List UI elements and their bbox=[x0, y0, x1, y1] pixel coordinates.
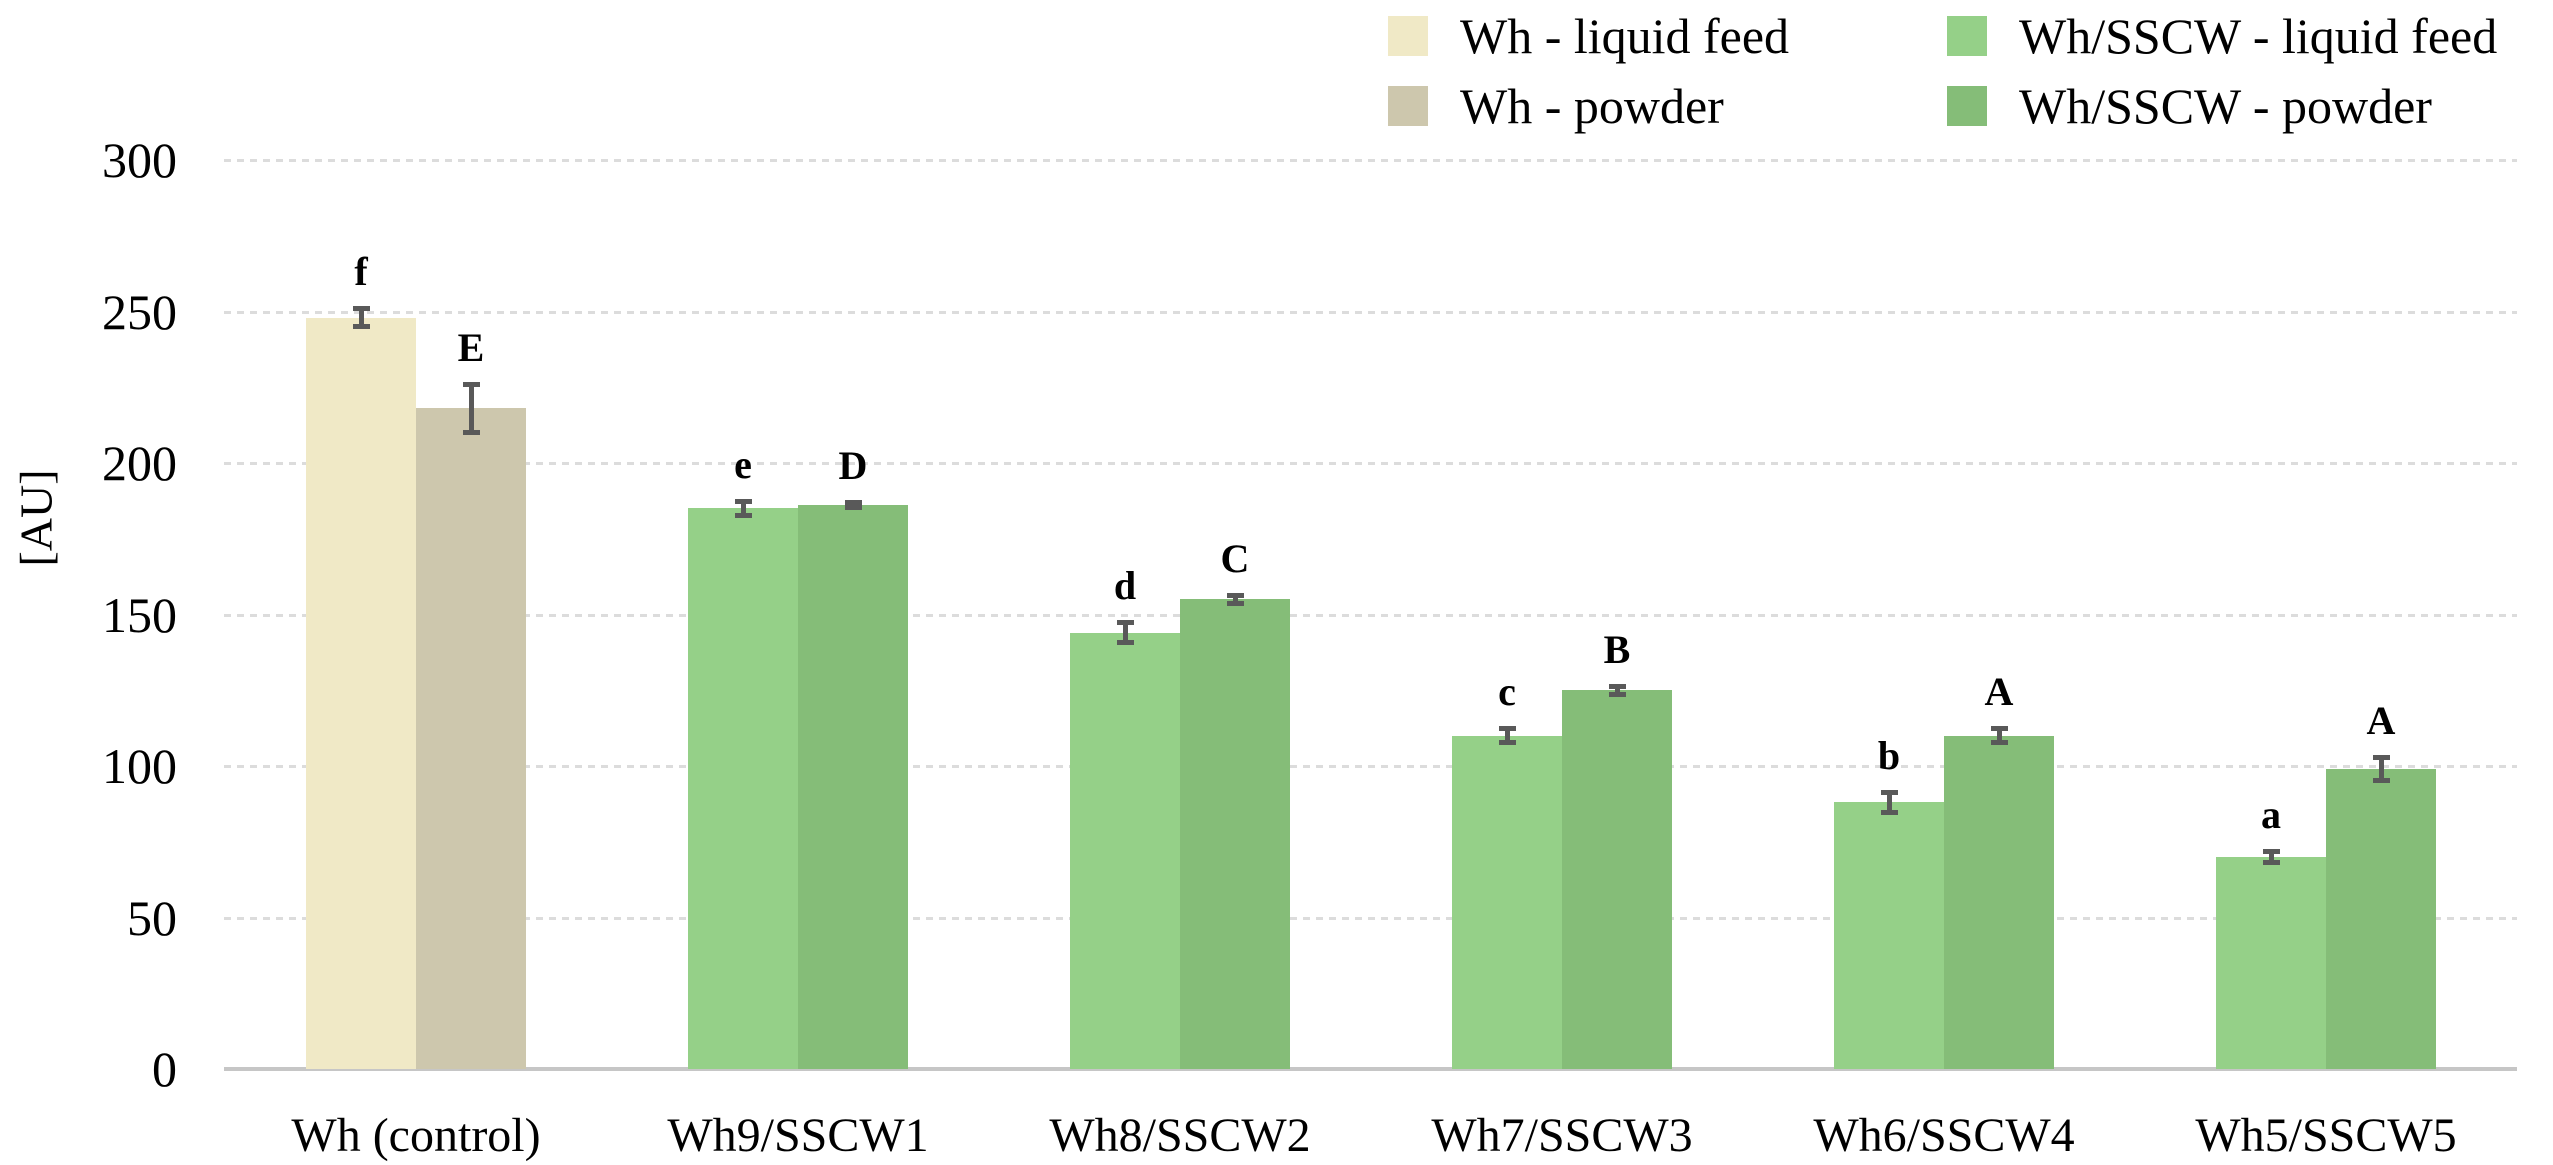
bar-liquid-feed bbox=[1452, 735, 1562, 1069]
legend-label: Wh - liquid feed bbox=[1460, 8, 1790, 64]
error-bar bbox=[1615, 685, 1620, 695]
x-category-label: Wh7/SSCW3 bbox=[1431, 1109, 1693, 1162]
legend-swatch bbox=[1947, 16, 1987, 56]
error-bar-cap bbox=[735, 498, 752, 504]
error-bar-cap bbox=[1227, 592, 1244, 598]
x-category-label: Wh8/SSCW2 bbox=[1049, 1109, 1311, 1162]
error-bar bbox=[1887, 791, 1892, 813]
error-bar-cap bbox=[1609, 691, 1626, 697]
significance-letter: b bbox=[1877, 732, 1901, 778]
error-bar-cap bbox=[1609, 683, 1626, 689]
error-bar bbox=[1997, 728, 2002, 744]
x-category-label: Wh5/SSCW5 bbox=[2195, 1109, 2457, 1162]
error-bar bbox=[851, 502, 856, 509]
x-category-label: Wh9/SSCW1 bbox=[667, 1109, 929, 1162]
error-bar bbox=[1233, 594, 1238, 604]
bar-powder bbox=[1562, 690, 1672, 1069]
legend-label: Wh/SSCW - powder bbox=[2019, 78, 2432, 134]
bar-liquid-feed bbox=[2216, 856, 2326, 1069]
bar-powder bbox=[1944, 735, 2054, 1069]
y-gridline bbox=[224, 462, 2517, 465]
error-bar-cap bbox=[1117, 620, 1134, 626]
bar-powder bbox=[1180, 599, 1290, 1069]
legend-label: Wh - powder bbox=[1460, 78, 1724, 134]
legend-label: Wh/SSCW - liquid feed bbox=[2019, 8, 2498, 64]
bar-powder bbox=[416, 408, 526, 1069]
error-bar-cap bbox=[845, 500, 862, 506]
y-gridline bbox=[224, 916, 2517, 920]
significance-letter: A bbox=[1984, 669, 2014, 715]
bar-liquid-feed bbox=[1070, 632, 1180, 1069]
bar-liquid-feed bbox=[1834, 802, 1944, 1069]
significance-letter: c bbox=[1498, 669, 1516, 715]
bar-powder bbox=[2326, 769, 2436, 1069]
y-tick-label: 50 bbox=[127, 889, 177, 946]
error-bar bbox=[2269, 850, 2274, 863]
error-bar bbox=[1505, 728, 1510, 744]
legend-item: Wh - powder bbox=[1388, 70, 1760, 142]
error-bar-cap bbox=[1227, 600, 1244, 606]
y-tick-label: 250 bbox=[102, 283, 177, 340]
legend-swatch bbox=[1388, 16, 1428, 56]
error-bar-cap bbox=[463, 429, 480, 435]
error-bar-cap bbox=[2263, 859, 2280, 865]
y-gridline bbox=[224, 613, 2517, 617]
legend-item: Wh/SSCW - liquid feed bbox=[1947, 0, 2534, 72]
y-tick-label: 300 bbox=[102, 132, 177, 188]
y-tick-label: 150 bbox=[102, 586, 177, 643]
significance-letter: d bbox=[1113, 563, 1137, 609]
error-bar-cap bbox=[1991, 726, 2008, 732]
legend-swatch bbox=[1388, 86, 1428, 126]
significance-letter: C bbox=[1220, 535, 1250, 581]
error-bar-cap bbox=[1499, 740, 1516, 746]
y-gridline bbox=[224, 765, 2517, 768]
y-gridline bbox=[224, 310, 2517, 314]
legend-item: Wh - liquid feed bbox=[1388, 0, 1826, 72]
y-tick-label: 200 bbox=[102, 435, 177, 491]
x-axis-line bbox=[224, 1067, 2517, 1071]
y-tick-label: 0 bbox=[152, 1041, 177, 1097]
error-bar bbox=[2379, 756, 2384, 782]
error-bar-cap bbox=[463, 382, 480, 388]
significance-letter: A bbox=[2366, 697, 2396, 743]
y-gridline bbox=[224, 159, 2517, 162]
legend-item: Wh/SSCW - powder bbox=[1947, 70, 2468, 142]
error-bar bbox=[1123, 622, 1128, 644]
bar-liquid-feed bbox=[688, 508, 798, 1069]
significance-letter: B bbox=[1603, 626, 1631, 672]
error-bar bbox=[741, 500, 746, 517]
error-bar-cap bbox=[353, 306, 370, 312]
error-bar-cap bbox=[1117, 640, 1134, 646]
error-bar-cap bbox=[1991, 740, 2008, 746]
error-bar-cap bbox=[1881, 789, 1898, 795]
bar-powder bbox=[798, 505, 908, 1069]
error-bar-cap bbox=[1499, 726, 1516, 732]
x-category-label: Wh (control) bbox=[291, 1109, 541, 1162]
error-bar-cap bbox=[1881, 809, 1898, 815]
significance-letter: E bbox=[457, 325, 485, 371]
error-bar-cap bbox=[353, 323, 370, 329]
error-bar-cap bbox=[2373, 754, 2390, 760]
error-bar-cap bbox=[845, 505, 862, 511]
error-bar-cap bbox=[735, 513, 752, 519]
error-bar bbox=[469, 384, 474, 433]
x-category-label: Wh6/SSCW4 bbox=[1813, 1109, 2075, 1162]
error-bar-cap bbox=[2263, 848, 2280, 854]
error-bar-cap bbox=[2373, 778, 2390, 784]
y-tick-label: 100 bbox=[102, 738, 177, 794]
bar-liquid-feed bbox=[306, 317, 416, 1069]
legend-swatch bbox=[1947, 86, 1987, 126]
significance-letter: D bbox=[838, 443, 868, 489]
error-bar bbox=[359, 308, 364, 327]
significance-letter: a bbox=[2261, 791, 2281, 837]
significance-letter: f bbox=[354, 249, 368, 295]
significance-letter: e bbox=[734, 441, 752, 487]
